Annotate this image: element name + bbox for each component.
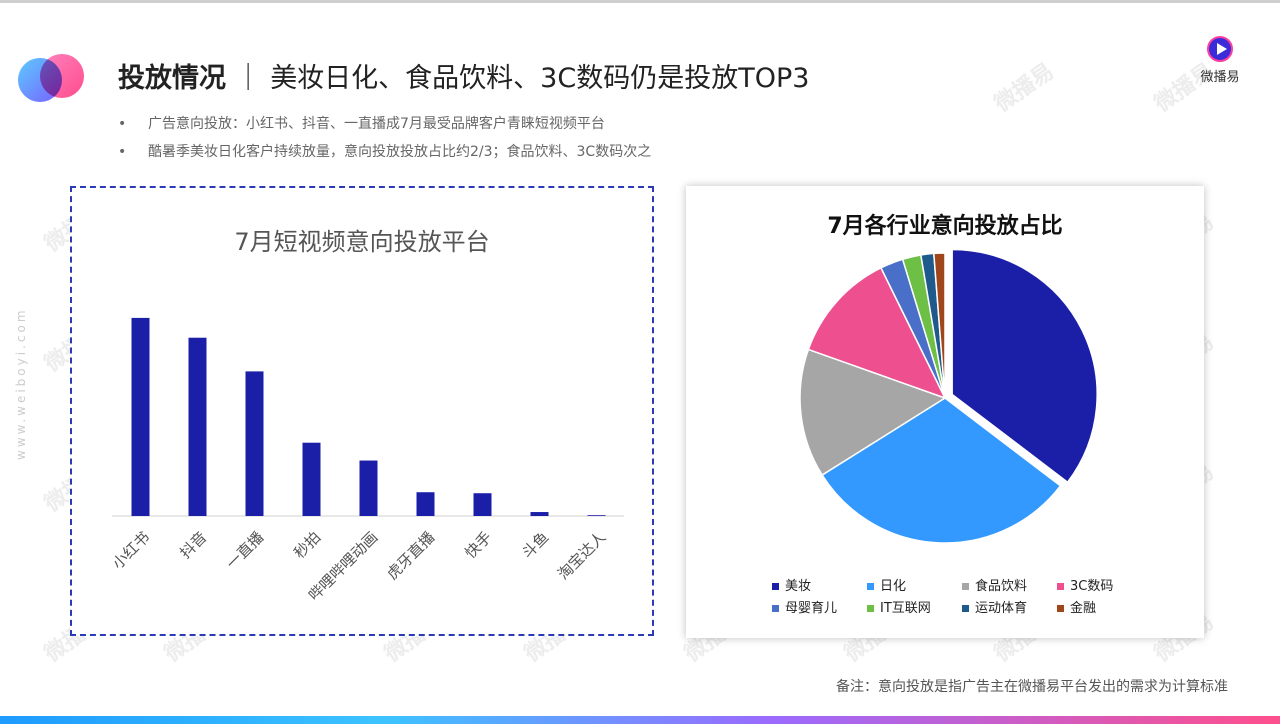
page-title-rest: 美妆日化、食品饮料、3C数码仍是投放TOP3 — [270, 63, 810, 94]
bullet-item: • 酷暑季美妆日化客户持续放量，意向投放投放占比约2/3；食品饮料、3C数码次之 — [118, 144, 652, 160]
bar-chart-title: 7月短视频意向投放平台 — [234, 228, 490, 256]
legend-swatch — [1057, 605, 1064, 612]
pie-slice — [799, 348, 947, 477]
legend-label: 食品饮料 — [975, 579, 1028, 594]
watermark-text: 微播易 — [990, 58, 1059, 118]
page-title-bold: 投放情况 — [118, 63, 226, 94]
bar — [188, 337, 207, 516]
pie-slice — [821, 397, 1062, 544]
x-tick-label: 虎牙直播 — [383, 528, 438, 583]
legend-item: 运动体育 — [962, 598, 1057, 620]
legend-label: IT互联网 — [880, 601, 931, 616]
legend-item: 金融 — [1057, 598, 1152, 620]
legend-label: 金融 — [1070, 601, 1097, 616]
bullet-dot: • — [118, 116, 127, 132]
legend-item: 日化 — [867, 576, 962, 598]
bar — [587, 515, 606, 516]
bar — [473, 493, 492, 516]
legend-item: 食品饮料 — [962, 576, 1057, 598]
pie-chart-title: 7月各行业意向投放占比 — [827, 214, 1063, 239]
pie-chart — [799, 248, 1098, 544]
bar — [416, 492, 435, 516]
decorative-logo-circles — [18, 52, 88, 102]
x-tick-label: 小红书 — [109, 528, 154, 573]
x-tick-label: 一直播 — [223, 528, 268, 573]
legend-swatch — [962, 583, 969, 590]
bar — [131, 317, 150, 516]
bullet-list: • 广告意向投放：小红书、抖音、一直播成7月最受品牌客户青睐短视频平台 • 酷暑季美… — [118, 114, 651, 170]
bar — [302, 442, 321, 516]
page-title: 投放情况 ｜ 美妆日化、食品饮料、3C数码仍是投放TOP3 — [118, 56, 809, 95]
legend-label: 母婴育儿 — [785, 601, 838, 616]
brand-logo: 微播易 — [1196, 36, 1244, 85]
bar — [359, 460, 378, 516]
bullet-dot: • — [118, 144, 127, 160]
bar — [245, 371, 264, 516]
page-title-separator: ｜ — [234, 63, 262, 94]
legend-label: 日化 — [880, 579, 907, 594]
legend-item: 美妆 — [772, 576, 867, 598]
pie-slice — [933, 252, 946, 399]
legend-item: 母婴育儿 — [772, 598, 867, 620]
footer-note: 备注：意向投放是指广告主在微播易平台发出的需求为计算标准 — [836, 679, 1228, 695]
legend-label: 3C数码 — [1070, 579, 1114, 594]
bar-chart-panel: 7月短视频意向投放平台 小红书 抖音 一直播 秒拍 哔哩哔哩动画 虎牙直播 快手 斗鱼 淘宝达人 — [70, 186, 654, 636]
x-tick-label: 抖音 — [176, 528, 210, 562]
top-border — [0, 0, 1280, 3]
legend-swatch — [867, 605, 874, 612]
legend-swatch — [962, 605, 969, 612]
legend-swatch — [1057, 583, 1064, 590]
legend-swatch — [772, 605, 779, 612]
legend-label: 运动体育 — [975, 601, 1028, 616]
legend-swatch — [867, 583, 874, 590]
pie-slice — [807, 266, 947, 400]
bar — [530, 512, 549, 516]
x-tick-label: 淘宝达人 — [554, 528, 609, 583]
legend-swatch — [772, 583, 779, 590]
pie-slice — [951, 248, 1098, 484]
bullet-item: • 广告意向投放：小红书、抖音、一直播成7月最受品牌客户青睐短视频平台 — [118, 116, 605, 132]
x-tick-label: 秒拍 — [290, 528, 324, 562]
play-icon — [1207, 36, 1233, 62]
brand-name: 微播易 — [1200, 70, 1240, 85]
legend-item: IT互联网 — [867, 598, 962, 620]
pie-legend: 美妆 日化 食品饮料 3C数码母婴育儿 IT互联网 运动体育 金融 — [772, 576, 1152, 620]
x-tick-label: 快手 — [461, 528, 495, 562]
bottom-gradient-bar — [0, 716, 1280, 724]
x-tick-label: 斗鱼 — [518, 528, 552, 562]
side-url-watermark: www.weiboyi.com — [14, 307, 28, 460]
pie-chart-panel: 7月各行业意向投放占比 美妆 日化 食品饮料 3C数码母婴育儿 IT互联网 运动体育 金融 — [686, 186, 1204, 638]
legend-label: 美妆 — [785, 579, 812, 594]
legend-item: 3C数码 — [1057, 576, 1152, 598]
